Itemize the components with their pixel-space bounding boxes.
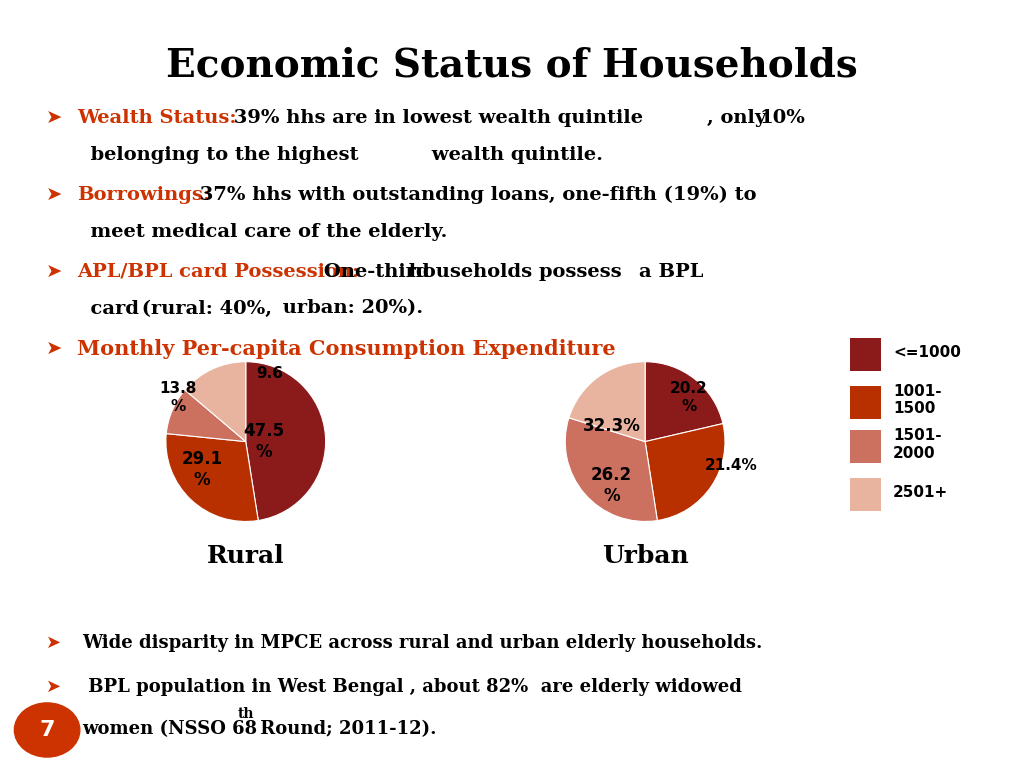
Wedge shape	[246, 362, 326, 521]
Text: ➤: ➤	[46, 109, 62, 128]
Text: One-third: One-third	[317, 263, 430, 280]
Text: 2501+: 2501+	[893, 485, 948, 500]
Text: Economic Status of Households: Economic Status of Households	[166, 46, 858, 84]
Text: th: th	[238, 707, 254, 720]
Title: Rural: Rural	[207, 544, 285, 568]
Text: belonging to the highest: belonging to the highest	[77, 146, 358, 164]
Text: card: card	[77, 300, 139, 317]
Text: Wealth Status:: Wealth Status:	[77, 109, 237, 127]
Text: 9.6: 9.6	[256, 366, 284, 381]
Text: Wide disparity in MPCE across rural and urban elderly households.: Wide disparity in MPCE across rural and …	[82, 634, 762, 651]
Circle shape	[14, 703, 80, 757]
Text: 7: 7	[39, 720, 55, 740]
Text: 26.2
%: 26.2 %	[591, 466, 632, 505]
Text: Round; 2011-12).: Round; 2011-12).	[254, 720, 436, 738]
FancyBboxPatch shape	[850, 478, 882, 511]
Text: , only: , only	[707, 109, 772, 127]
Text: 1001-
1500: 1001- 1500	[893, 384, 941, 416]
Wedge shape	[645, 362, 723, 442]
Text: Borrowings:: Borrowings:	[77, 186, 210, 204]
Title: Urban: Urban	[602, 544, 688, 568]
Wedge shape	[166, 434, 258, 521]
Text: urban: 20%).: urban: 20%).	[276, 300, 424, 317]
Text: ➤: ➤	[46, 263, 62, 282]
Text: Monthly Per-capita Consumption Expenditure: Monthly Per-capita Consumption Expenditu…	[77, 339, 615, 359]
Text: 21.4%: 21.4%	[705, 458, 758, 473]
Text: 13.8
%: 13.8 %	[159, 382, 197, 414]
Text: 32.3%: 32.3%	[583, 416, 640, 435]
Text: 20.2
%: 20.2 %	[670, 382, 708, 414]
Text: 1501-
2000: 1501- 2000	[893, 429, 941, 461]
Wedge shape	[645, 424, 725, 521]
Text: 29.1
%: 29.1 %	[181, 450, 222, 489]
Text: 39% hhs are in lowest wealth quintile: 39% hhs are in lowest wealth quintile	[227, 109, 643, 127]
Wedge shape	[565, 418, 657, 521]
Text: ➤: ➤	[46, 678, 61, 696]
Text: BPL population in West Bengal , about 82%  are elderly widowed: BPL population in West Bengal , about 82…	[82, 678, 741, 696]
Text: households possess: households possess	[402, 263, 629, 280]
Text: (rural: 40%,: (rural: 40%,	[135, 300, 272, 317]
Text: 37% hhs with outstanding loans, one-fifth (19%) to: 37% hhs with outstanding loans, one-fift…	[193, 186, 756, 204]
Wedge shape	[569, 362, 645, 442]
Text: meet medical care of the elderly.: meet medical care of the elderly.	[77, 223, 447, 240]
Wedge shape	[166, 390, 246, 442]
Text: 47.5
%: 47.5 %	[243, 422, 284, 461]
FancyBboxPatch shape	[850, 338, 882, 371]
Text: ➤: ➤	[46, 339, 62, 359]
Text: a BPL: a BPL	[639, 263, 703, 280]
FancyBboxPatch shape	[850, 386, 882, 419]
Wedge shape	[185, 362, 246, 442]
Text: wealth quintile.: wealth quintile.	[425, 146, 603, 164]
Text: <=1000: <=1000	[893, 345, 961, 360]
Text: ➤: ➤	[46, 634, 61, 651]
Text: women (NSSO 68: women (NSSO 68	[82, 720, 257, 738]
Text: ➤: ➤	[46, 186, 62, 205]
Text: APL/BPL card Possession:: APL/BPL card Possession:	[77, 263, 359, 280]
FancyBboxPatch shape	[850, 430, 882, 463]
Text: 10%: 10%	[760, 109, 806, 127]
